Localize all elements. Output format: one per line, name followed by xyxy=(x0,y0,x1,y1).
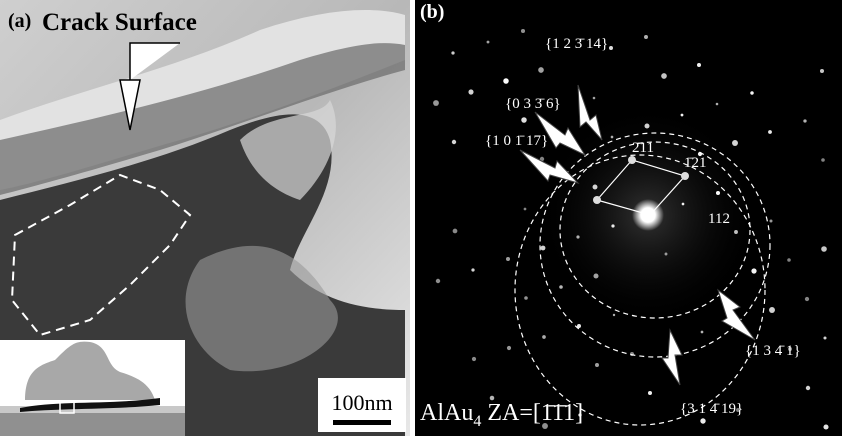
diffraction-spot xyxy=(576,235,579,238)
transmitted-beam xyxy=(632,199,664,231)
diffraction-spot xyxy=(701,331,704,334)
diffraction-spot xyxy=(806,386,810,390)
inset xyxy=(0,340,185,436)
diffraction-spot xyxy=(453,229,458,234)
spot-label: 2̄11 xyxy=(632,140,654,156)
diffraction-spot xyxy=(471,268,474,271)
diffraction-spot xyxy=(769,307,775,313)
diffraction-spot xyxy=(787,258,791,262)
subscript: 4 xyxy=(473,413,481,430)
diffraction-spot xyxy=(716,103,719,106)
annotation: Crack Surface xyxy=(42,9,197,36)
scale-bar: 100nm xyxy=(318,378,406,432)
diffraction-spot xyxy=(524,208,527,211)
diffraction-spot xyxy=(644,35,648,39)
diffraction-spot xyxy=(823,336,826,339)
diffraction-spot xyxy=(595,363,599,367)
diffraction-spot xyxy=(507,346,511,350)
diffraction-spot xyxy=(521,117,526,122)
panel-label: (a) xyxy=(8,10,31,32)
diffraction-spot xyxy=(433,100,439,106)
diffraction-spot xyxy=(487,41,490,44)
ring-label: {0 3 3̄ 6} xyxy=(505,96,561,112)
diffraction-spot xyxy=(645,124,650,129)
figure: (a) Crack Surface 100nm xyxy=(0,0,842,436)
diffraction-spot xyxy=(609,46,613,50)
diffraction-spot xyxy=(648,391,652,395)
diffraction-spot xyxy=(468,89,473,94)
diffraction-spot xyxy=(821,158,825,162)
diffraction-spot xyxy=(541,246,546,251)
diffraction-spot xyxy=(716,191,720,195)
diffraction-spot xyxy=(700,418,705,423)
diffraction-spot xyxy=(803,119,806,122)
diffraction-spot xyxy=(593,273,598,278)
diffraction-spot xyxy=(613,314,615,316)
diffraction-spot xyxy=(734,230,738,234)
ring-label: {1 2 3̄ 14} xyxy=(545,36,608,52)
diffraction-spot xyxy=(805,297,809,301)
ring-label: {1 3 4̄ 1} xyxy=(745,343,801,359)
diffraction-spot xyxy=(681,114,684,117)
diffraction-spot xyxy=(611,224,614,227)
diffraction-spot xyxy=(821,246,827,252)
diffraction-spot xyxy=(503,78,508,83)
diffraction-spot xyxy=(538,67,544,73)
zone-axis: AlAu4 ZA=[1̄1̄1] xyxy=(420,400,583,430)
diffraction-spot xyxy=(452,140,456,144)
diffraction-spot xyxy=(593,185,598,190)
diffraction-spot xyxy=(661,73,667,79)
diffraction-spot xyxy=(611,136,614,139)
panel-b: (b) {1 2 3̄ 14} {0 3 3̄ 6} {1 0 1̄ 17} {… xyxy=(415,0,842,436)
compound: AlAu xyxy=(420,400,473,426)
diffraction-spot xyxy=(769,219,772,222)
spot-label: 1̄21 xyxy=(684,155,707,171)
ring-label: {1 0 1̄ 17} xyxy=(485,133,548,149)
diffraction-spot xyxy=(751,268,756,273)
diffraction-spot xyxy=(559,285,563,289)
diffraction-spot xyxy=(451,51,454,54)
diffraction-spot xyxy=(665,253,668,256)
diffraction-spot xyxy=(524,296,528,300)
spot-label: 112 xyxy=(708,211,730,227)
diffraction-spot xyxy=(436,279,440,283)
axis: ZA=[1̄1̄1] xyxy=(481,400,583,426)
diffraction-spot xyxy=(472,357,476,361)
diffraction-spot xyxy=(768,130,772,134)
diffraction-spot xyxy=(682,203,685,206)
diffraction-spot xyxy=(697,63,701,67)
diffraction-spot xyxy=(820,69,824,73)
diffraction-spot xyxy=(521,29,525,33)
panel-a: (a) Crack Surface 100nm xyxy=(0,0,410,436)
ring-label: {3 1 4̄ 19} xyxy=(680,401,743,417)
diffraction-spot xyxy=(506,257,510,261)
diffraction-spot xyxy=(542,335,546,339)
diffraction-spot xyxy=(823,424,828,429)
diffraction-spot xyxy=(750,91,753,94)
diffraction-spot xyxy=(593,97,596,100)
diffraction-spot xyxy=(732,140,738,146)
scale-text: 100nm xyxy=(331,390,392,415)
panel-label: (b) xyxy=(420,1,444,23)
